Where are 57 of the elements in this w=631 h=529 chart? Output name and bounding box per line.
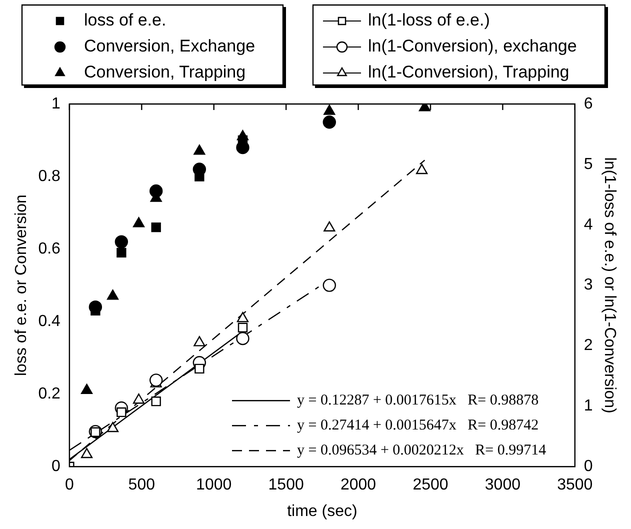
point [416, 164, 428, 174]
point [132, 217, 145, 228]
point [236, 312, 249, 322]
point [106, 290, 119, 300]
point [80, 384, 93, 394]
y2-tick-label: 3 [584, 276, 593, 294]
point [322, 116, 336, 129]
y-tick-label: 0 [52, 458, 61, 476]
x-tick-label: 2000 [340, 476, 376, 494]
point [322, 278, 336, 292]
y-tick-label: 1 [52, 95, 61, 112]
point [194, 364, 204, 374]
y2-tick-label: 6 [584, 95, 593, 112]
legend-label: ln(1-loss of e.e.) [368, 10, 490, 30]
x-tick-label: 3500 [557, 476, 593, 494]
x-tick-label: 0 [64, 476, 74, 494]
y-tick-label: 0.8 [38, 168, 61, 185]
legend-label: Conversion, Trapping [84, 62, 246, 82]
y2-tick-label: 4 [584, 216, 593, 234]
point [151, 222, 161, 232]
point [114, 235, 128, 248]
point [116, 248, 126, 258]
point [149, 184, 163, 198]
point [151, 396, 161, 406]
point [238, 322, 248, 332]
y-tick-label: 0.6 [38, 240, 61, 258]
x-tick-label: 500 [128, 476, 156, 494]
point [324, 104, 336, 115]
legend-label: y = 0.27414 + 0.0015647x R= 0.98742 [297, 418, 539, 434]
x-tick-label: 3000 [484, 476, 521, 494]
point [324, 221, 336, 232]
x-tick-label: 1000 [196, 476, 232, 494]
y2-tick-label: 2 [584, 337, 593, 354]
legend-label: ln(1-Conversion), Trapping [368, 62, 570, 82]
y-tick-label: 0.4 [38, 312, 61, 330]
legend-label: loss of e.e. [84, 10, 166, 30]
point [236, 332, 250, 346]
y-axis-title: loss of e.e. or Conversion [13, 194, 30, 376]
y2-axis-title: ln(1-loss of e.e.) or ln(1-Conversion) [600, 157, 618, 414]
y2-tick-label: 5 [584, 156, 593, 173]
legend-label: y = 0.12287 + 0.0017615x R= 0.98878 [297, 392, 539, 409]
legend-label: Conversion, Exchange [84, 36, 256, 56]
x-tick-label: 2500 [412, 476, 448, 494]
x-axis-title: time (sec) [287, 502, 358, 520]
legend-label: y = 0.096534 + 0.0020212x R= 0.99714 [297, 442, 547, 459]
x-tick-label: 1500 [268, 476, 304, 494]
point [116, 407, 126, 418]
point [80, 448, 93, 458]
y2-tick-label: 1 [584, 398, 593, 415]
y2-tick-label: 0 [584, 458, 593, 476]
legend-label: ln(1-Conversion), exchange [368, 36, 577, 56]
point [106, 422, 119, 432]
point [194, 336, 206, 346]
point [194, 144, 206, 155]
point [149, 374, 163, 387]
y-tick-label: 0.2 [38, 385, 61, 402]
point [132, 394, 145, 404]
